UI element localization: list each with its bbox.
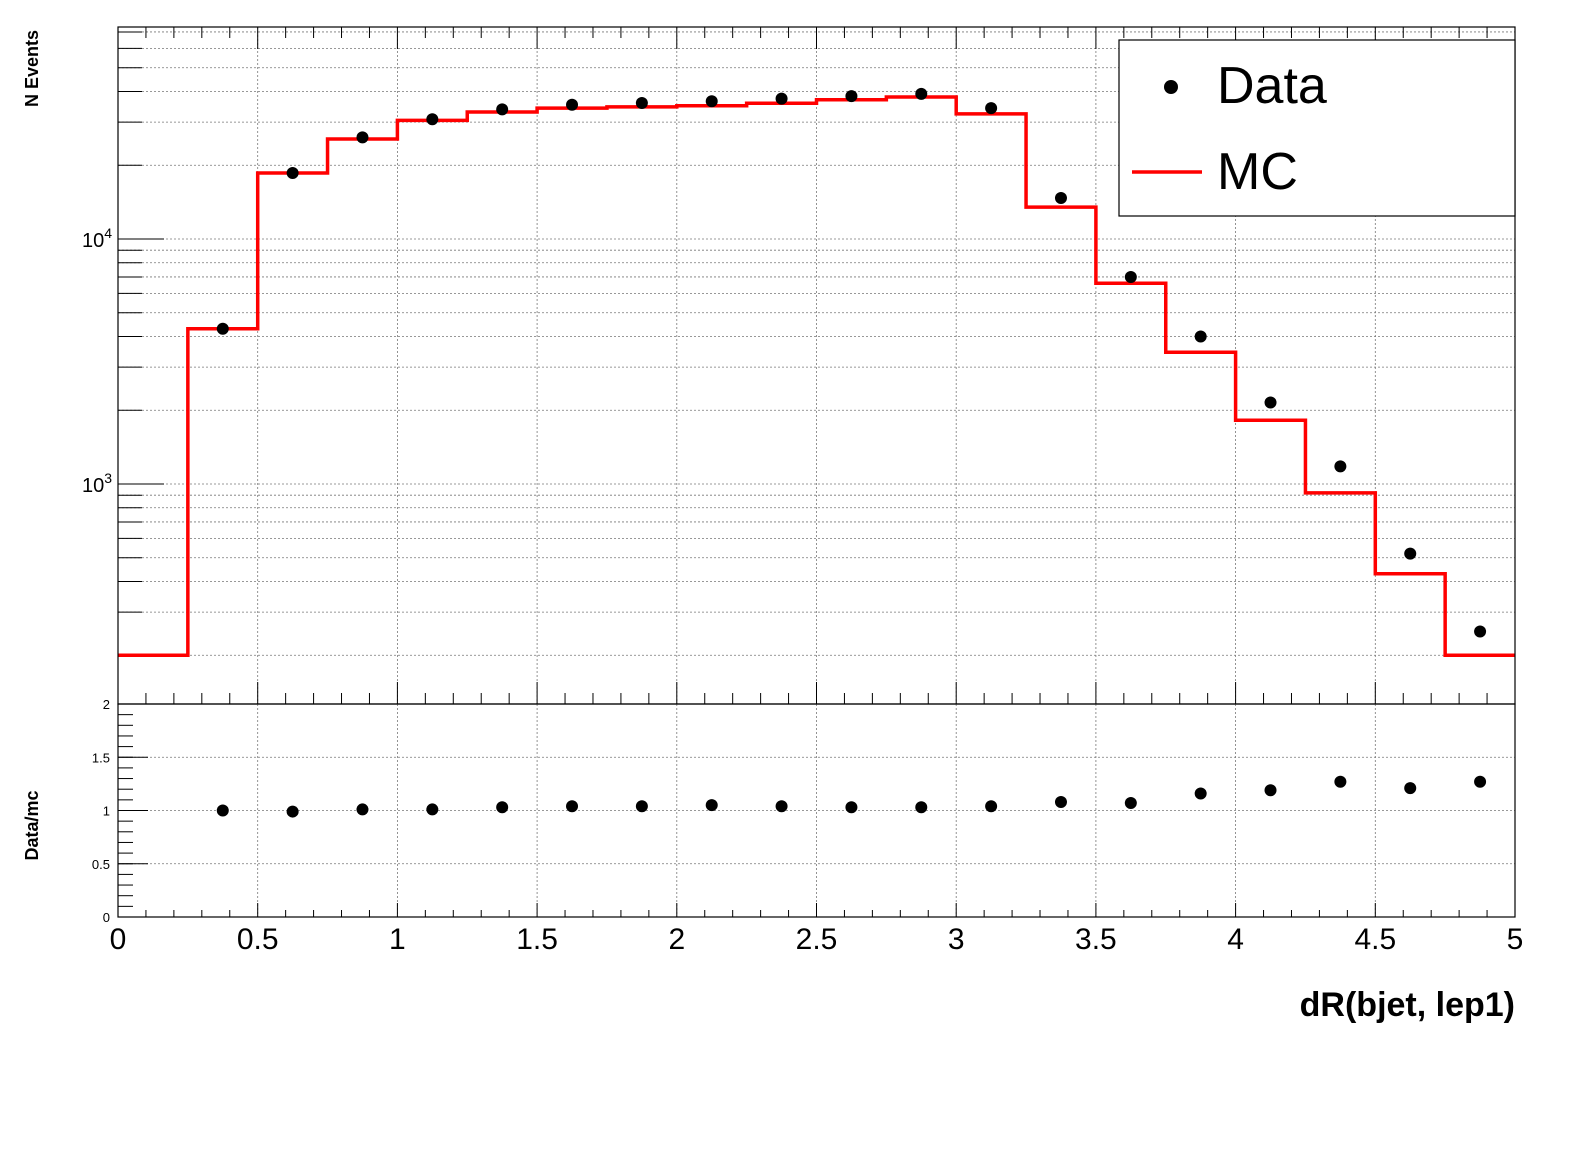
x-tick-label: 2	[668, 923, 685, 956]
main-y-tick-label-base: 10	[82, 475, 104, 497]
data-point	[356, 131, 369, 144]
data-point	[1404, 547, 1417, 560]
ratio-y-tick-label: 2	[103, 697, 110, 712]
legend-mc-label: MC	[1217, 143, 1298, 201]
x-tick-label: 5	[1507, 923, 1524, 956]
ratio-y-tick-label: 1.5	[92, 750, 110, 765]
data-point	[985, 102, 998, 115]
ratio-point	[356, 803, 369, 816]
ratio-point	[985, 800, 998, 813]
data-series	[216, 87, 1487, 638]
ratio-point	[1124, 797, 1137, 810]
ratio-point	[1264, 784, 1277, 797]
x-tick-label: 3	[948, 923, 965, 956]
ratio-y-tick-label: 1	[103, 804, 110, 819]
data-point	[1334, 460, 1347, 473]
data-point	[705, 95, 718, 108]
main-y-tick-label-exponent: 4	[104, 225, 112, 241]
x-tick-label: 0	[110, 923, 127, 956]
ratio-point	[635, 800, 648, 813]
x-tick-label: 2.5	[796, 923, 838, 956]
ratio-panel-frame	[117, 703, 1516, 918]
legend-data-marker	[1164, 80, 1178, 94]
main-y-tick-label-exponent: 3	[104, 470, 112, 486]
data-point	[286, 166, 299, 179]
x-tick-label: 1	[389, 923, 406, 956]
ratio-point	[566, 800, 579, 813]
ratio-point	[1404, 782, 1417, 795]
data-point	[216, 322, 229, 335]
ratio-point	[286, 805, 299, 818]
ratio-point	[845, 801, 858, 814]
ratio-series	[216, 775, 1487, 818]
ratio-y-tick-label: 0	[103, 910, 110, 925]
x-tick-label: 4.5	[1354, 923, 1396, 956]
data-point	[1474, 625, 1487, 638]
legend-data-label: Data	[1217, 57, 1327, 115]
data-point	[635, 97, 648, 110]
ratio-grid	[118, 704, 1515, 917]
ratio-point	[426, 803, 439, 816]
x-tick-label: 3.5	[1075, 923, 1117, 956]
data-point	[496, 103, 509, 116]
ratio-point	[1194, 787, 1207, 800]
ratio-point	[216, 804, 229, 817]
ratio-point	[1474, 775, 1487, 788]
data-point	[1264, 396, 1277, 409]
x-tick-label: 1.5	[516, 923, 558, 956]
ratio-point	[496, 801, 509, 814]
main-grid	[118, 27, 1515, 704]
data-point	[1054, 192, 1067, 205]
ratio-point	[1334, 775, 1347, 788]
ratio-point	[775, 800, 788, 813]
ratio-y-axis-title: Data/mc	[22, 790, 42, 860]
ratio-y-tick-labels: 0 0.5 1 1.5 2	[92, 697, 110, 925]
data-point	[566, 98, 579, 111]
x-axis-title: dR(bjet, lep1)	[1300, 986, 1515, 1024]
data-point	[426, 113, 439, 126]
x-tick-label: 0.5	[237, 923, 279, 956]
ratio-point	[1054, 795, 1067, 808]
ratio-panel: 0 0.5 1 1.5 2	[92, 697, 1516, 925]
main-y-tick-label-base: 10	[82, 230, 104, 252]
data-point	[775, 92, 788, 105]
legend-box	[1118, 39, 1516, 217]
data-point	[915, 87, 928, 100]
ratio-point	[915, 801, 928, 814]
x-tick-label: 4	[1227, 923, 1244, 956]
ratio-point	[705, 799, 718, 812]
data-point	[845, 90, 858, 103]
data-point	[1124, 270, 1137, 283]
main-y-tick-label: 103	[82, 470, 112, 497]
legend: Data MC	[1118, 39, 1516, 217]
ratio-y-tick-label: 0.5	[92, 857, 110, 872]
main-y-axis-title: N Events	[22, 30, 42, 107]
data-point	[1194, 330, 1207, 343]
main-y-tick-label: 104	[82, 225, 112, 252]
x-tick-labels: 0 0.5 1 1.5 2 2.5 3 3.5 4 4.5 5	[110, 923, 1524, 956]
